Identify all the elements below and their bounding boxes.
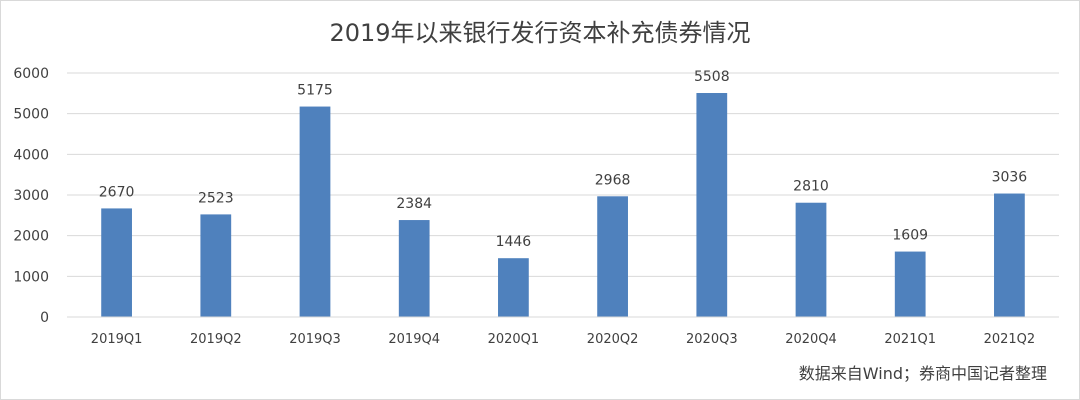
data-labels: 2670 2523 5175 2384 1446 2968 5508 2810 1609 3036 [99,69,1028,250]
data-label: 3036 [992,170,1028,186]
data-label: 1609 [892,228,928,244]
data-label: 2523 [198,190,234,206]
x-tick-label: 2021Q1 [884,332,936,347]
x-tick-label: 2020Q4 [785,332,837,347]
bar-2020Q2 [597,196,628,317]
data-label: 2670 [99,184,135,200]
data-label: 5508 [694,69,730,85]
bars [101,93,1025,318]
source-note: 数据来自Wind；券商中国记者整理 [799,364,1047,383]
y-axis-ticks: 0 1000 2000 3000 4000 5000 6000 [13,66,49,326]
x-axis-ticks: 2019Q1 2019Q2 2019Q3 2019Q4 2020Q1 2020Q2 2020… [91,332,1035,347]
data-label: 2968 [595,172,631,188]
data-label: 1446 [496,234,532,250]
data-label: 5175 [297,83,333,99]
bar-2019Q1 [101,208,132,317]
y-tick-label: 6000 [13,66,49,82]
y-tick-label: 2000 [13,229,49,245]
x-tick-label: 2019Q1 [91,332,143,347]
x-tick-label: 2020Q2 [587,332,639,347]
y-tick-label: 5000 [13,107,49,123]
bar-2021Q1 [894,251,926,317]
chart-title: 2019年以来银行发行资本补充债券情况 [329,19,750,47]
bar-2020Q1 [498,258,529,317]
data-label: 2810 [793,179,829,195]
bar-2019Q3 [299,106,331,317]
y-tick-label: 3000 [13,188,49,204]
data-label: 2384 [396,196,432,212]
y-tick-label: 1000 [13,269,49,285]
x-tick-label: 2019Q4 [388,332,440,347]
grid-lines [67,72,1059,277]
y-tick-label: 4000 [13,147,49,163]
bar-2019Q4 [398,220,430,317]
bar-2021Q2 [994,193,1025,317]
x-tick-label: 2021Q2 [984,332,1036,347]
x-tick-label: 2019Q3 [289,332,341,347]
bar-2020Q4 [795,202,827,317]
y-tick-label: 0 [40,310,49,326]
x-tick-label: 2020Q1 [488,332,540,347]
bar-2020Q3 [696,93,728,318]
x-tick-label: 2020Q3 [686,332,738,347]
x-tick-label: 2019Q2 [190,332,242,347]
bar-2019Q2 [200,214,232,317]
